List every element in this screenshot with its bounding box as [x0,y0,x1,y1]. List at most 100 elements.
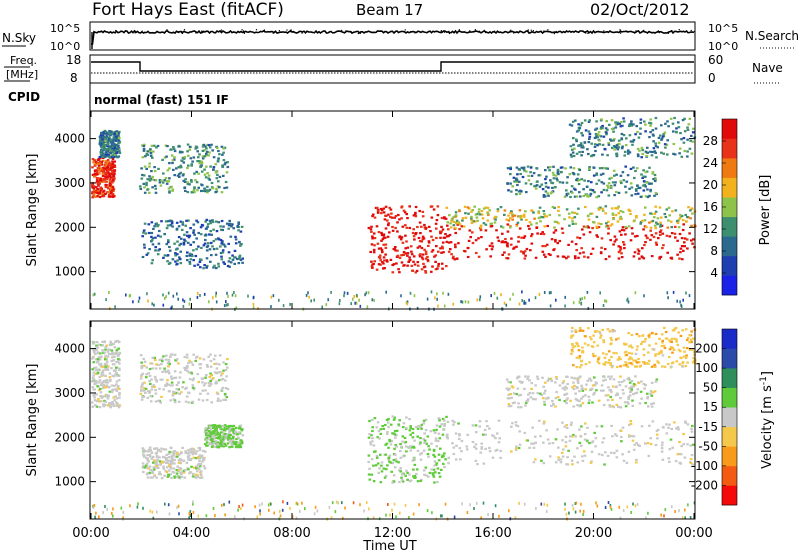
echo-cell [429,205,433,208]
echo-cell [661,247,664,250]
echo-cell [221,165,224,168]
echo-cell [117,135,120,138]
echo-cell [534,256,538,259]
echo-cell [370,434,373,437]
echo-cell [615,392,619,395]
echo-cell [101,153,104,156]
echo-cell [594,445,597,448]
echo-cell [171,189,174,192]
echo-cell [683,350,686,353]
echo-cell [675,360,679,363]
echo-cell [279,514,282,518]
echo-cell [254,505,256,509]
echo-cell [565,189,568,192]
echo-cell [206,392,210,395]
y-tick-label: 1000 [54,475,85,489]
echo-cell [588,119,591,122]
echo-cell [605,167,608,170]
echo-cell [207,189,210,192]
echo-cell [112,176,116,179]
echo-cell [580,146,583,149]
echo-cell [478,425,482,428]
colorbar-swatch [722,387,737,408]
echo-cell [641,219,644,222]
echo-cell [230,443,234,446]
echo-cell [647,405,650,408]
echo-cell [382,467,386,470]
echo-cell [685,291,687,295]
echo-cell [646,188,649,191]
echo-region [506,165,658,199]
echo-cell [646,396,650,399]
echo-cell [210,143,213,146]
echo-cell [427,225,431,228]
echo-cell [95,348,98,351]
echo-cell [398,271,401,274]
echo-cell [598,332,602,335]
echo-cell [370,265,374,268]
echo-cell [435,219,439,222]
echo-cell [566,375,569,378]
echo-cell [149,152,153,155]
echo-cell [448,233,452,237]
echo-cell [170,306,172,310]
echo-cell [686,361,689,364]
echo-cell [670,338,674,341]
echo-cell [566,463,570,466]
echo-cell [642,180,646,183]
echo-cell [431,511,433,515]
colorbar-swatch [722,216,737,237]
echo-cell [583,422,587,425]
echo-cell [205,218,209,221]
echo-cell [107,193,111,196]
echo-cell [110,391,114,394]
echo-cell [485,248,488,251]
echo-cell [186,251,189,254]
echo-cell [209,230,212,233]
echo-cell [205,150,209,153]
echo-cell [219,374,223,377]
echo-cell [571,151,575,154]
echo-cell [614,121,617,124]
echo-cell [382,243,385,246]
echo-cell [187,164,190,167]
echo-cell [451,419,454,422]
echo-cell [224,437,227,440]
echo-cell [203,264,206,267]
echo-cell [304,507,306,511]
echo-cell [410,253,414,256]
echo-cell [192,388,196,391]
echo-cell [569,423,573,427]
echo-cell [601,172,605,175]
echo-cell [419,441,422,444]
echo-cell [446,433,449,436]
echo-cell [406,217,409,220]
echo-cell [578,127,582,130]
echo-cell [639,118,643,121]
echo-cell [226,165,230,169]
echo-cell [689,462,693,465]
echo-cell [310,299,312,303]
echo-cell [217,180,220,183]
echo-cell [173,149,177,153]
colorbar-swatch [722,446,737,467]
echo-cell [205,363,209,367]
echo-cell [521,175,525,179]
echo-cell [192,223,196,226]
echo-cell [523,301,525,305]
echo-cell [677,348,681,351]
echo-cell [182,471,186,474]
echo-cell [112,138,115,141]
echo-cell [508,217,512,220]
noise-right-label: N.Search [745,29,799,43]
echo-cell [91,405,94,408]
echo-cell [189,227,192,230]
echo-cell [580,154,583,157]
echo-cell [416,264,420,267]
echo-cell [541,250,545,253]
echo-cell [604,451,607,454]
echo-cell [650,234,654,237]
echo-cell [542,397,545,400]
echo-cell [634,359,638,362]
echo-cell [215,177,219,180]
